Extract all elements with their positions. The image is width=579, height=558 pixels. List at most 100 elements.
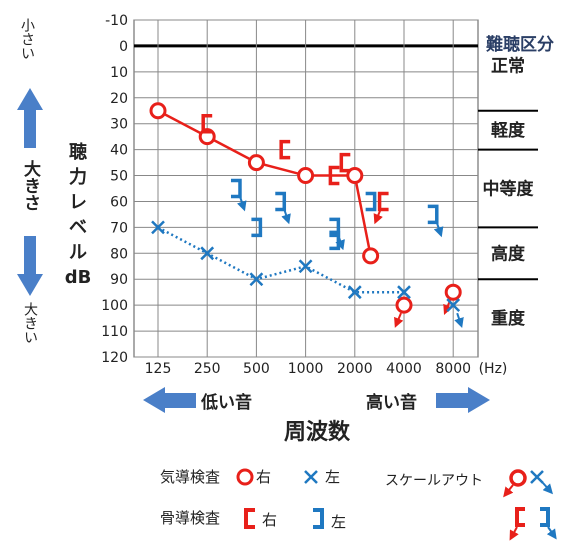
x-tick-label: 1000 <box>288 361 324 377</box>
series-layer <box>149 102 464 328</box>
data-point <box>149 102 167 120</box>
severity-label: 中等度 <box>483 179 535 200</box>
severity-label: 高度 <box>491 243 526 264</box>
arrow-left <box>143 387 196 413</box>
data-point <box>346 167 364 185</box>
scale-out-point <box>275 191 287 212</box>
x-tick-label: 250 <box>194 361 221 377</box>
data-point <box>200 246 215 261</box>
legend-scaleout-label: スケールアウト <box>385 473 483 489</box>
scale-out-point <box>444 283 462 301</box>
data-point <box>279 139 291 160</box>
legend: 気導検査 右 左 骨導検査 右 左 スケールアウト <box>160 468 557 541</box>
legend-scaleout-bone-left-arrow <box>546 526 557 540</box>
scale-out-arrow <box>373 209 383 225</box>
x-tick-label: 500 <box>243 361 270 377</box>
scale-out-arrow <box>237 196 247 212</box>
data-point <box>247 154 265 172</box>
legend-air-left-marker <box>304 470 318 484</box>
y-tick-label: 120 <box>101 350 128 366</box>
arrow-down <box>17 236 43 296</box>
legend-air-left-label: 左 <box>325 468 340 486</box>
series-line <box>157 109 372 257</box>
legend-scaleout-bone-right-arrow <box>509 526 519 541</box>
scale-out-arrow <box>433 222 444 238</box>
y-axis-label-char: ル <box>69 242 87 263</box>
scale-out-point <box>446 298 461 313</box>
y-tick-label: 30 <box>110 117 128 133</box>
legend-scaleout-x-arrow <box>542 482 553 495</box>
label-low: 低い音 <box>200 392 252 413</box>
y-tick-label: 70 <box>110 220 128 236</box>
legend-bone-right-label: 右 <box>262 511 277 529</box>
y-tick-label: -10 <box>105 13 128 29</box>
plot-grid <box>133 19 479 358</box>
legend-bone-left-marker <box>313 508 324 529</box>
frequency-arrows: 低い音 高い音 <box>143 387 490 413</box>
y-axis-label-char: dB <box>65 267 92 288</box>
arrow-up <box>17 88 43 148</box>
scale-out-arrow <box>454 312 464 328</box>
data-point <box>201 113 213 134</box>
label-large: 大きさ <box>20 159 41 211</box>
data-point <box>347 285 362 300</box>
legend-scaleout-bone-left <box>540 507 550 527</box>
legend-scaleout-circle-arrow <box>503 484 514 498</box>
legend-bone-right-marker <box>244 508 255 529</box>
scale-out-point <box>427 204 439 225</box>
scale-out-point <box>395 296 413 314</box>
y-tick-label: 110 <box>101 324 128 340</box>
label-high: 高い音 <box>366 392 417 413</box>
legend-air-label: 気導検査 <box>160 468 220 486</box>
y-tick-label: 0 <box>119 39 128 55</box>
data-point <box>251 217 263 238</box>
y-axis-label-char: 聴 <box>69 142 87 163</box>
data-point <box>365 191 377 212</box>
y-axis-label-char: ベ <box>69 217 87 238</box>
data-point <box>249 272 264 287</box>
label-small: 小さい <box>19 18 35 60</box>
y-tick-label: 100 <box>101 298 128 314</box>
data-point <box>151 220 165 235</box>
legend-air-right-label: 右 <box>256 468 271 486</box>
y-tick-label: 80 <box>110 246 128 262</box>
x-axis-title: 周波数 <box>284 419 351 445</box>
y-tick-label: 40 <box>110 143 128 159</box>
data-point <box>298 259 313 274</box>
scale-out-arrow <box>281 209 291 225</box>
scale-out-point <box>230 178 242 199</box>
data-point <box>397 285 411 300</box>
scale-out-point <box>329 217 341 238</box>
y-tick-label: 50 <box>110 169 128 185</box>
y-axis-label-char: 力 <box>69 167 87 188</box>
severity-title: 難聴区分 <box>486 34 554 55</box>
legend-scaleout-x <box>530 470 544 484</box>
severity-label: 軽度 <box>491 120 526 141</box>
severity-label: 重度 <box>491 308 526 329</box>
data-point <box>297 167 315 185</box>
scale-out-arrow <box>335 235 345 251</box>
legend-scaleout-bone-right <box>515 507 525 527</box>
data-point <box>339 152 351 173</box>
y-tick-label: 60 <box>110 194 128 210</box>
arrow-right <box>436 387 490 413</box>
loudness-arrows: 小さい 大きさ 大きい <box>17 18 43 344</box>
series-line <box>157 226 404 294</box>
y-axis-label-char: レ <box>69 192 87 213</box>
x-tick-label: 2000 <box>337 361 373 377</box>
x-tick-label: 4000 <box>386 361 422 377</box>
x-tick-label: 8000 <box>435 361 471 377</box>
label-big: 大きい <box>22 302 38 344</box>
legend-scaleout-circle <box>509 469 527 487</box>
y-tick-labels: -10 0 10 20 30 40 50 60 70 80 90 100 110 120 <box>101 13 128 366</box>
data-point <box>328 165 340 186</box>
severity-label: 正常 <box>491 55 525 76</box>
y-tick-label: 10 <box>110 65 128 81</box>
y-tick-label: 20 <box>110 91 128 107</box>
x-unit-label: (Hz) <box>479 361 508 377</box>
x-tick-labels: (Hz) 125 250 500 1000 2000 4000 8000 <box>145 361 508 377</box>
scale-out-arrow <box>394 312 404 328</box>
